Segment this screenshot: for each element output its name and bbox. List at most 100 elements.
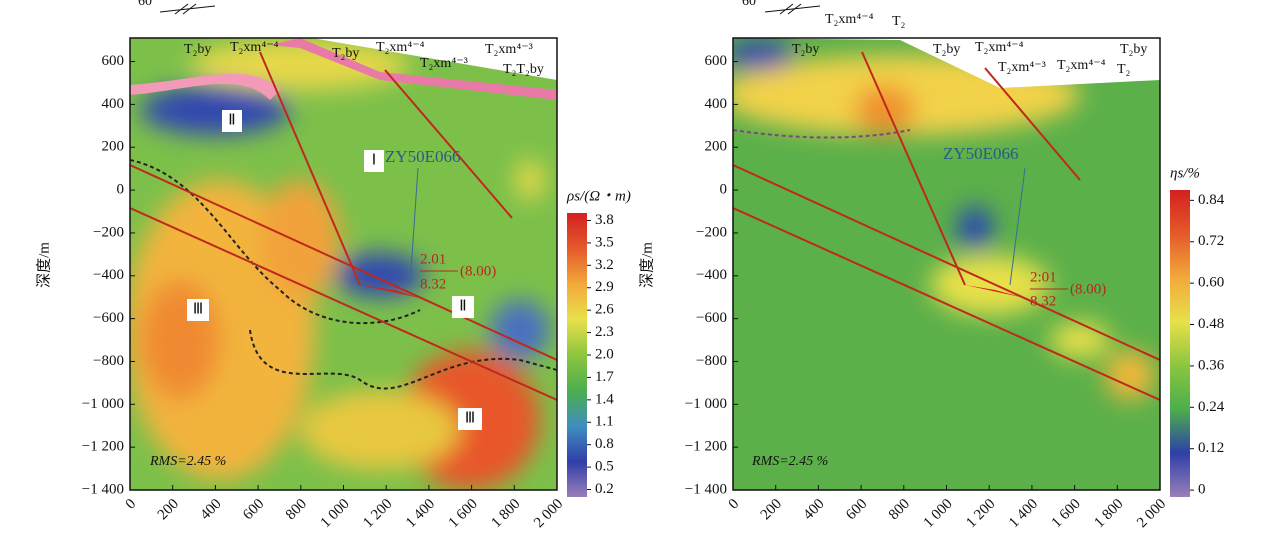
y-tick-label: 400 bbox=[102, 96, 125, 112]
ratio-top: 2:01 bbox=[1030, 269, 1057, 285]
x-tick-label: 0 bbox=[726, 496, 743, 513]
dip-label: 60 bbox=[138, 0, 152, 9]
stratum-label: T₂xm⁴⁻³ bbox=[420, 56, 468, 71]
colorbar-tick-label: 2.6 bbox=[595, 302, 614, 318]
stratum-label: T₂by bbox=[184, 42, 211, 57]
y-axis-label: 深度/m bbox=[638, 242, 655, 288]
region-label: Ⅲ bbox=[465, 410, 475, 426]
colorbar-tick-label: 0.24 bbox=[1198, 399, 1225, 415]
colorbar-tick-label: 2.3 bbox=[595, 324, 614, 340]
y-tick-label: −400 bbox=[93, 267, 124, 283]
x-tick-label: 2 000 bbox=[1134, 496, 1169, 531]
stratum-label: T₂T₂by bbox=[503, 62, 544, 77]
y-tick-label: −200 bbox=[93, 224, 124, 240]
y-tick-label: −800 bbox=[93, 353, 124, 369]
colorbar bbox=[567, 213, 587, 497]
annotations-2: 60 RMS=2.45 % ZY50E066 2:01 8.32 (8.00) … bbox=[742, 0, 1147, 469]
x-tick-label: 200 bbox=[155, 496, 182, 523]
y-tick-label: −1 400 bbox=[82, 481, 124, 497]
stratum-label: T₂xm⁴⁻⁴ bbox=[975, 40, 1024, 55]
rms-label: RMS=2.45 % bbox=[751, 454, 828, 469]
colorbar-tick-label: 3.8 bbox=[595, 212, 614, 228]
x-tick-label: 2 000 bbox=[531, 496, 566, 531]
stratum-label: T₂xm⁴⁻³ bbox=[485, 42, 533, 57]
x-tick-label: 1 200 bbox=[963, 496, 998, 531]
borehole-label: ZY50E066 bbox=[385, 147, 461, 166]
colorbar-tick-label: 0 bbox=[1198, 482, 1206, 498]
y-tick-label: 400 bbox=[705, 96, 728, 112]
x-tick-label: 1 400 bbox=[1006, 496, 1041, 531]
colorbar-tick-label: 2.9 bbox=[595, 279, 614, 295]
x-tick-label: 600 bbox=[240, 496, 267, 523]
field-1 bbox=[130, 38, 557, 490]
colorbar-tick-label: 0.2 bbox=[595, 481, 614, 497]
y-tick-label: 0 bbox=[720, 182, 728, 198]
stratum-label: T₂by bbox=[933, 42, 960, 57]
stratum-label: T₂by bbox=[792, 42, 819, 57]
colorbar bbox=[1170, 190, 1190, 497]
y-tick-label: 600 bbox=[705, 53, 728, 69]
x-tick-label: 0 bbox=[123, 496, 140, 513]
y-tick-label: −1 200 bbox=[685, 439, 727, 455]
region-label: Ⅲ bbox=[193, 301, 203, 317]
stratum-label: T₂by bbox=[332, 46, 359, 61]
y-tick-label: −600 bbox=[696, 310, 727, 326]
ratio-bottom: 8.32 bbox=[420, 276, 446, 292]
region-label: Ⅱ bbox=[228, 112, 235, 128]
rms-label: RMS=2.45 % bbox=[149, 454, 226, 469]
region-label: Ⅰ bbox=[372, 152, 376, 168]
y-axis-label: 深度/m bbox=[35, 242, 52, 288]
ratio-note: (8.00) bbox=[1070, 281, 1106, 297]
x-tick-label: 600 bbox=[843, 496, 870, 523]
y-tick-label: −1 400 bbox=[685, 481, 727, 497]
borehole-label: ZY50E066 bbox=[943, 144, 1019, 163]
colorbar-tick-label: 0.60 bbox=[1198, 275, 1224, 291]
colorbar-tick-label: 1.4 bbox=[595, 391, 614, 407]
field-2 bbox=[733, 38, 1160, 490]
stratum-label: T₂xm⁴⁻⁴ bbox=[1057, 58, 1106, 73]
colorbar-tick-label: 1.1 bbox=[595, 414, 614, 430]
y-tick-label: 200 bbox=[102, 139, 125, 155]
colorbar-tick-label: 0.36 bbox=[1198, 357, 1225, 373]
y-tick-label: −1 000 bbox=[82, 396, 124, 412]
annotations-1: 60 RMS=2.45 % ZY50E066 2.01 8.32 (8.00) … bbox=[138, 0, 544, 469]
stratum-label: T₂ bbox=[1117, 62, 1131, 77]
colorbar-tick-label: 0.8 bbox=[595, 436, 614, 452]
colorbar-label: ηs/% bbox=[1170, 165, 1200, 181]
y-tick-label: −800 bbox=[696, 353, 727, 369]
x-tick-label: 1 400 bbox=[403, 496, 438, 531]
dip-label: 60 bbox=[742, 0, 756, 9]
y-tick-label: −600 bbox=[93, 310, 124, 326]
colorbar-tick-label: 0.72 bbox=[1198, 233, 1224, 249]
colorbar-tick-label: 0.48 bbox=[1198, 316, 1224, 332]
stratum-label: T₂by bbox=[1120, 42, 1147, 57]
stratum-label: T₂xm⁴⁻³ bbox=[998, 60, 1046, 75]
ratio-top: 2.01 bbox=[420, 251, 446, 267]
y-tick-label: 600 bbox=[102, 53, 125, 69]
colorbar-tick-label: 3.5 bbox=[595, 234, 614, 250]
y-tick-label: −1 200 bbox=[82, 439, 124, 455]
stratum-label: T₂ bbox=[892, 14, 906, 29]
colorbar-tick-label: 0.5 bbox=[595, 459, 614, 475]
x-tick-label: 800 bbox=[283, 496, 310, 523]
ratio-note: (8.00) bbox=[460, 263, 496, 279]
y-tick-label: −200 bbox=[696, 224, 727, 240]
colorbar-tick-label: 3.2 bbox=[595, 257, 614, 273]
x-tick-label: 400 bbox=[800, 496, 827, 523]
ratio-bottom: 8.32 bbox=[1030, 293, 1056, 309]
x-tick-label: 400 bbox=[197, 496, 224, 523]
y-tick-label: 0 bbox=[117, 182, 125, 198]
colorbar-label: ρs/(Ω・m) bbox=[566, 188, 631, 204]
stratum-label: T₂xm⁴⁻⁴ bbox=[376, 40, 425, 55]
colorbar-tick-label: 1.7 bbox=[595, 369, 614, 385]
y-tick-label: 200 bbox=[705, 139, 728, 155]
x-tick-label: 1 800 bbox=[1091, 496, 1126, 531]
y-tick-label: −1 000 bbox=[685, 396, 727, 412]
x-tick-label: 1 600 bbox=[1049, 496, 1084, 531]
x-tick-label: 1 600 bbox=[446, 496, 481, 531]
x-tick-label: 1 000 bbox=[921, 496, 956, 531]
x-tick-label: 1 200 bbox=[360, 496, 395, 531]
stratum-label: T₂xm⁴⁻⁴ bbox=[230, 40, 279, 55]
region-label: Ⅱ bbox=[459, 298, 466, 314]
